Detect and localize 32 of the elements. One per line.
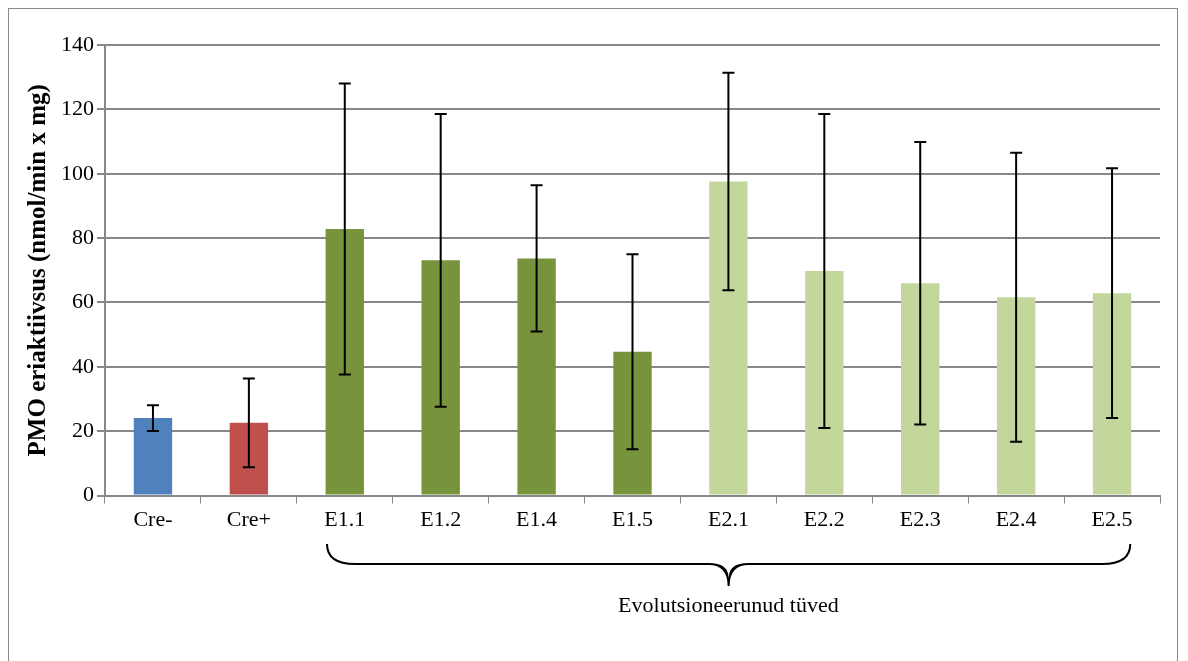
x-tick-label: E1.1 — [324, 505, 366, 531]
x-tick-label: Cre- — [133, 505, 173, 531]
x-tick-label: E1.4 — [516, 505, 558, 531]
y-tick-label: 20 — [72, 417, 94, 443]
bar — [325, 229, 364, 495]
bar — [805, 270, 844, 495]
bar — [996, 297, 1036, 495]
y-tick-label: 0 — [83, 481, 94, 507]
bar — [517, 258, 556, 495]
x-tick-label: E2.1 — [707, 505, 749, 531]
y-tick-label: 40 — [72, 352, 94, 378]
bar — [709, 181, 748, 495]
bar — [133, 418, 173, 495]
bar — [1092, 293, 1132, 495]
y-tick-label: 100 — [61, 159, 94, 185]
y-tick-label: 80 — [72, 223, 94, 249]
bar — [901, 283, 940, 495]
x-tick-label: E2.2 — [803, 505, 845, 531]
y-tick-label: 60 — [72, 288, 94, 314]
x-tick-label: E1.5 — [612, 505, 653, 531]
bar — [229, 422, 269, 495]
y-tick-label: 120 — [61, 95, 94, 121]
text: Evolutsioneerunud tüved — [618, 592, 839, 618]
x-tick-label: E2.5 — [1091, 505, 1133, 531]
y-tick-label: 140 — [61, 30, 94, 56]
x-tick-label: E2.3 — [899, 505, 941, 531]
y-axis-title: PMO eriaktiivsus (nmol/min x mg) — [23, 84, 52, 457]
bar — [421, 260, 460, 495]
x-tick-label: E2.4 — [995, 505, 1037, 531]
x-tick-label: Cre+ — [226, 505, 271, 531]
bar — [613, 351, 652, 495]
x-tick-label: E1.2 — [420, 505, 462, 531]
